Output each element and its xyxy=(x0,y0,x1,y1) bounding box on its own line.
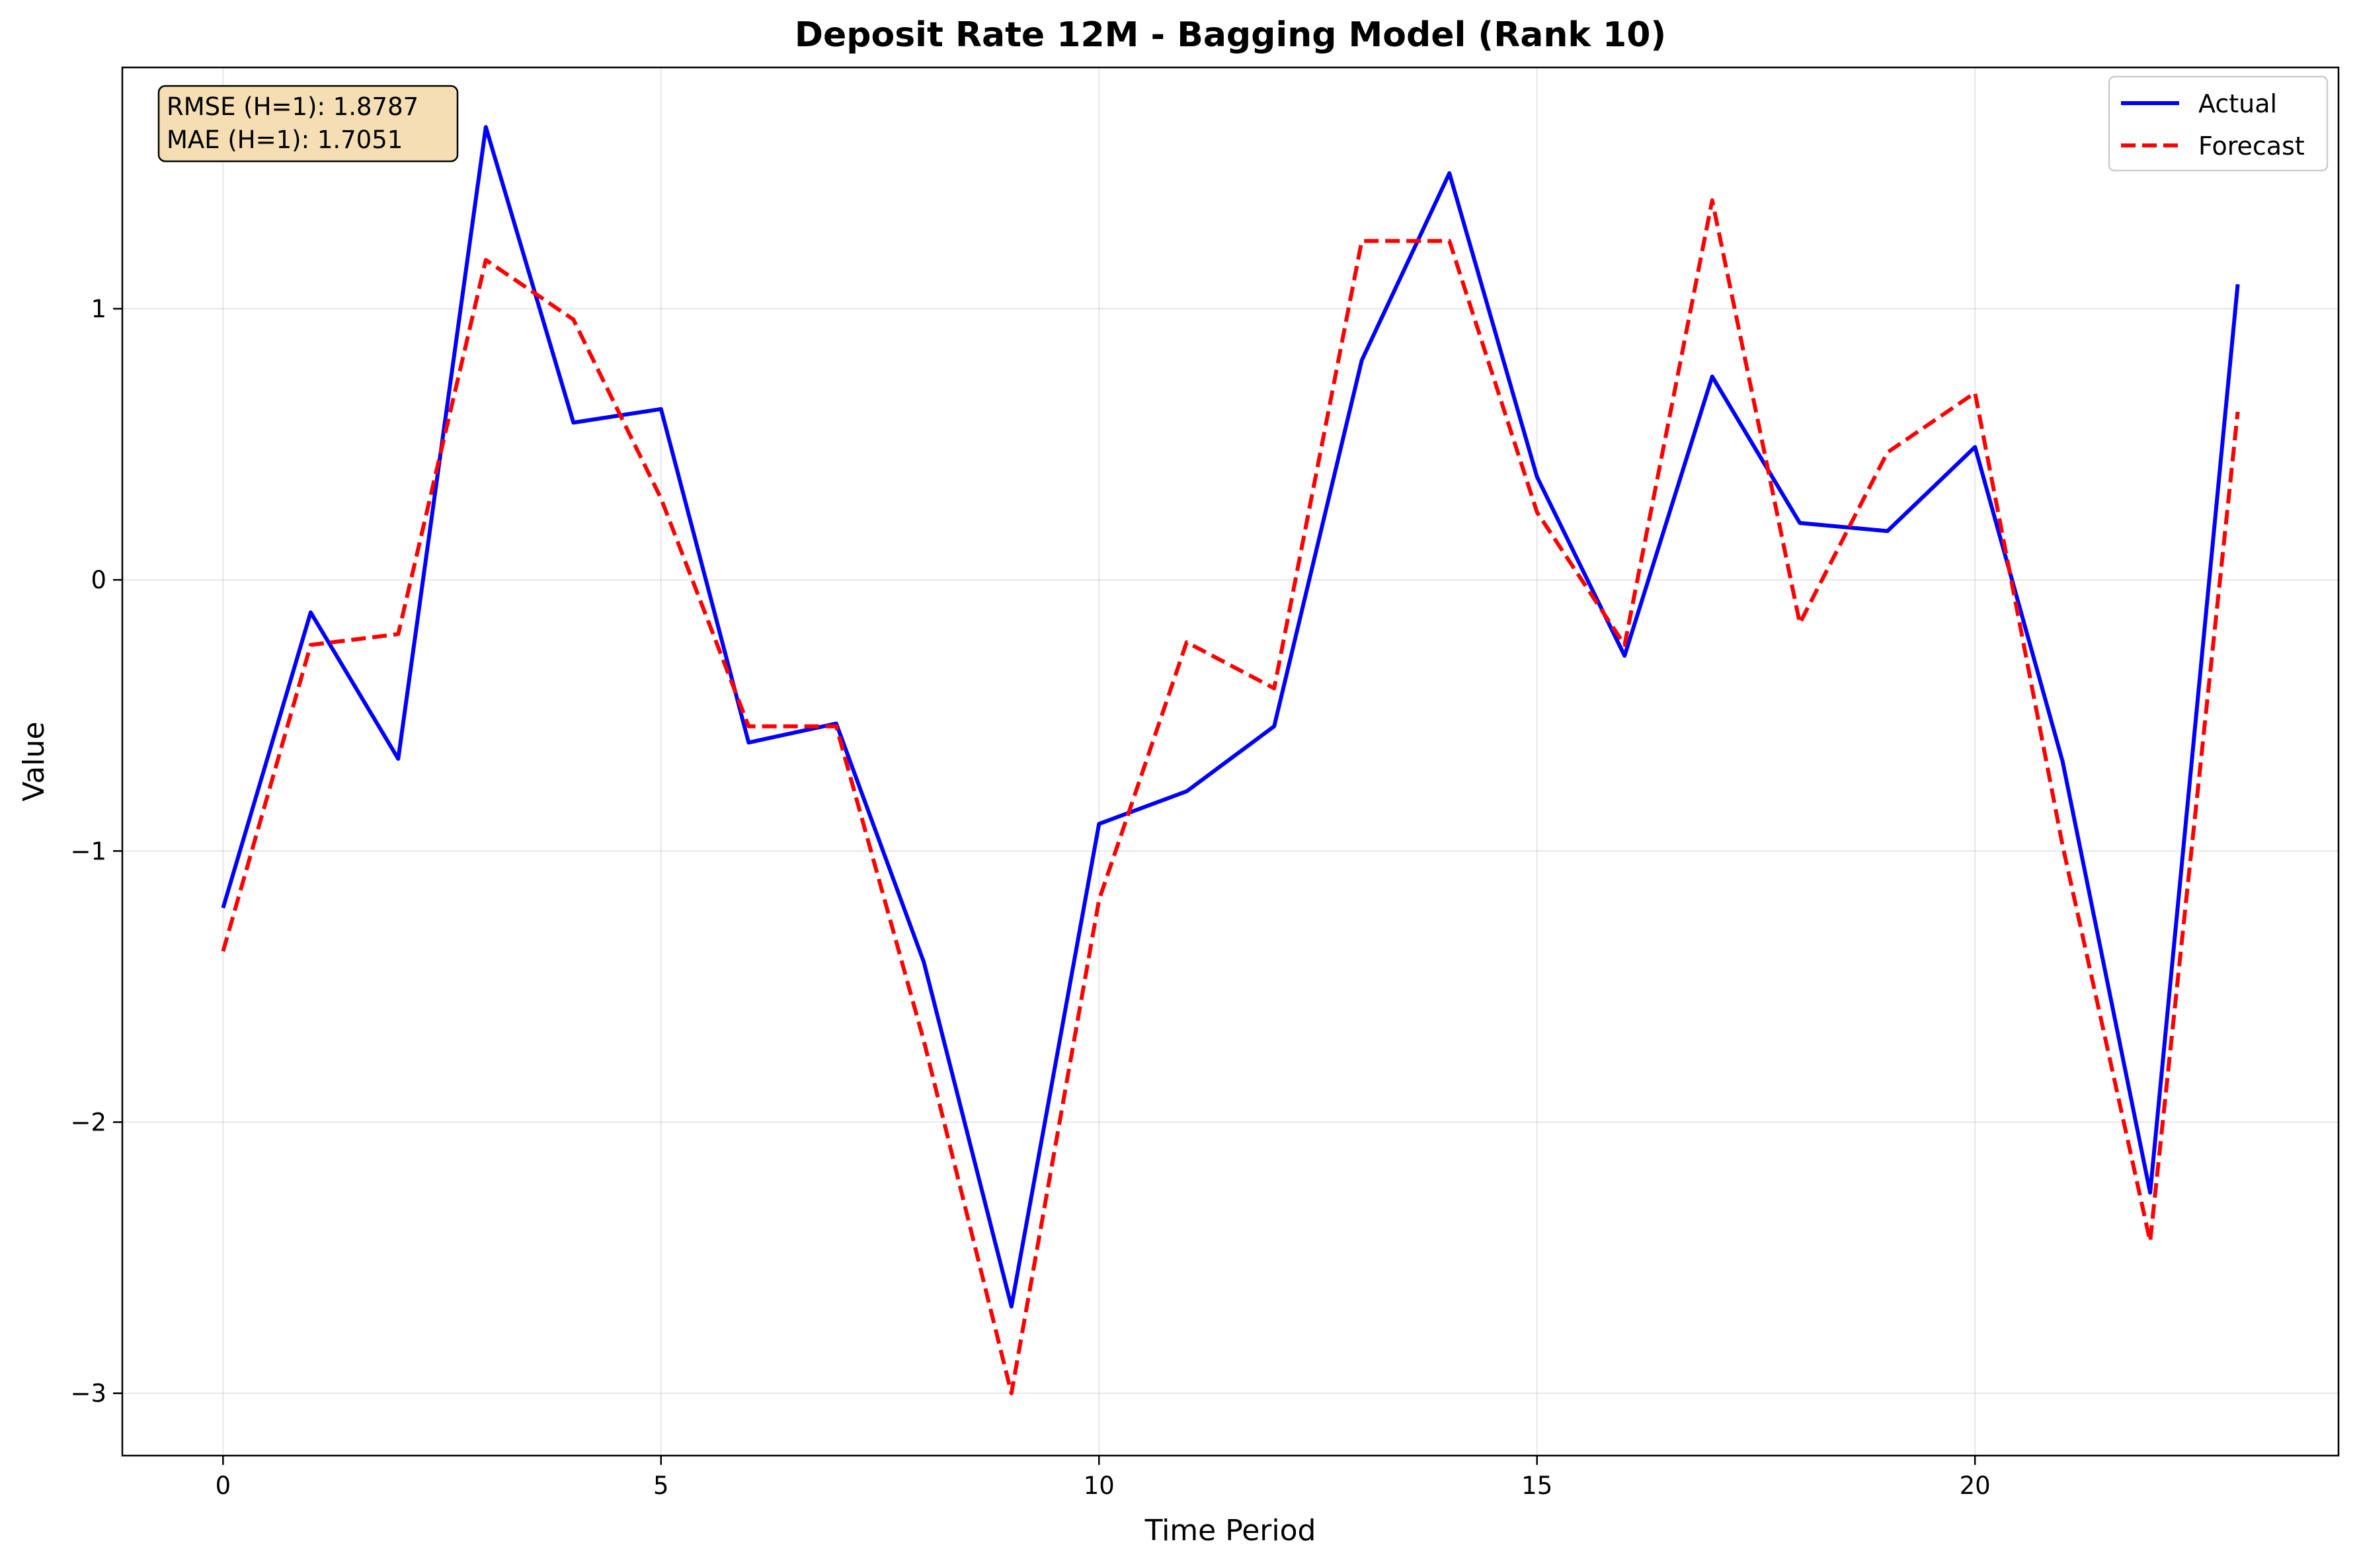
y-tick-label: −2 xyxy=(70,1109,106,1137)
metrics-annotation-box: RMSE (H=1): 1.8787 MAE (H=1): 1.7051 xyxy=(157,85,459,163)
x-tick-label: 15 xyxy=(1521,1471,1552,1500)
grid xyxy=(122,67,2339,1456)
x-tick-label: 0 xyxy=(216,1471,231,1500)
series-line-forecast xyxy=(221,198,2240,1395)
legend: Actual Forecast xyxy=(2108,75,2329,172)
metrics-box-frame xyxy=(157,85,459,163)
mae-annotation: MAE (H=1): 1.7051 xyxy=(167,126,403,154)
chart-title: Deposit Rate 12M - Bagging Model (Rank 1… xyxy=(795,15,1666,55)
x-tick-label: 20 xyxy=(1960,1471,1991,1500)
x-tick-label: 10 xyxy=(1084,1471,1115,1500)
legend-actual-label: Actual xyxy=(2198,89,2277,118)
y-tick-label: −3 xyxy=(70,1380,106,1408)
y-tick-label: 0 xyxy=(91,566,106,594)
y-tick-label: 1 xyxy=(91,295,106,323)
legend-forecast-label: Forecast xyxy=(2198,132,2305,161)
x-tick-label: 5 xyxy=(653,1471,669,1500)
series-line-actual xyxy=(221,125,2240,1309)
plot-frame xyxy=(121,66,2340,1457)
x-axis-label: Time Period xyxy=(1144,1514,1316,1548)
y-axis-label: Value xyxy=(17,722,51,802)
axes: 0 5 10 15 20 −3 −2 −1 0 1 xyxy=(70,295,1990,1500)
rmse-annotation: RMSE (H=1): 1.8787 xyxy=(167,93,419,121)
y-tick-label: −1 xyxy=(70,837,106,865)
series-lines xyxy=(221,125,2240,1395)
